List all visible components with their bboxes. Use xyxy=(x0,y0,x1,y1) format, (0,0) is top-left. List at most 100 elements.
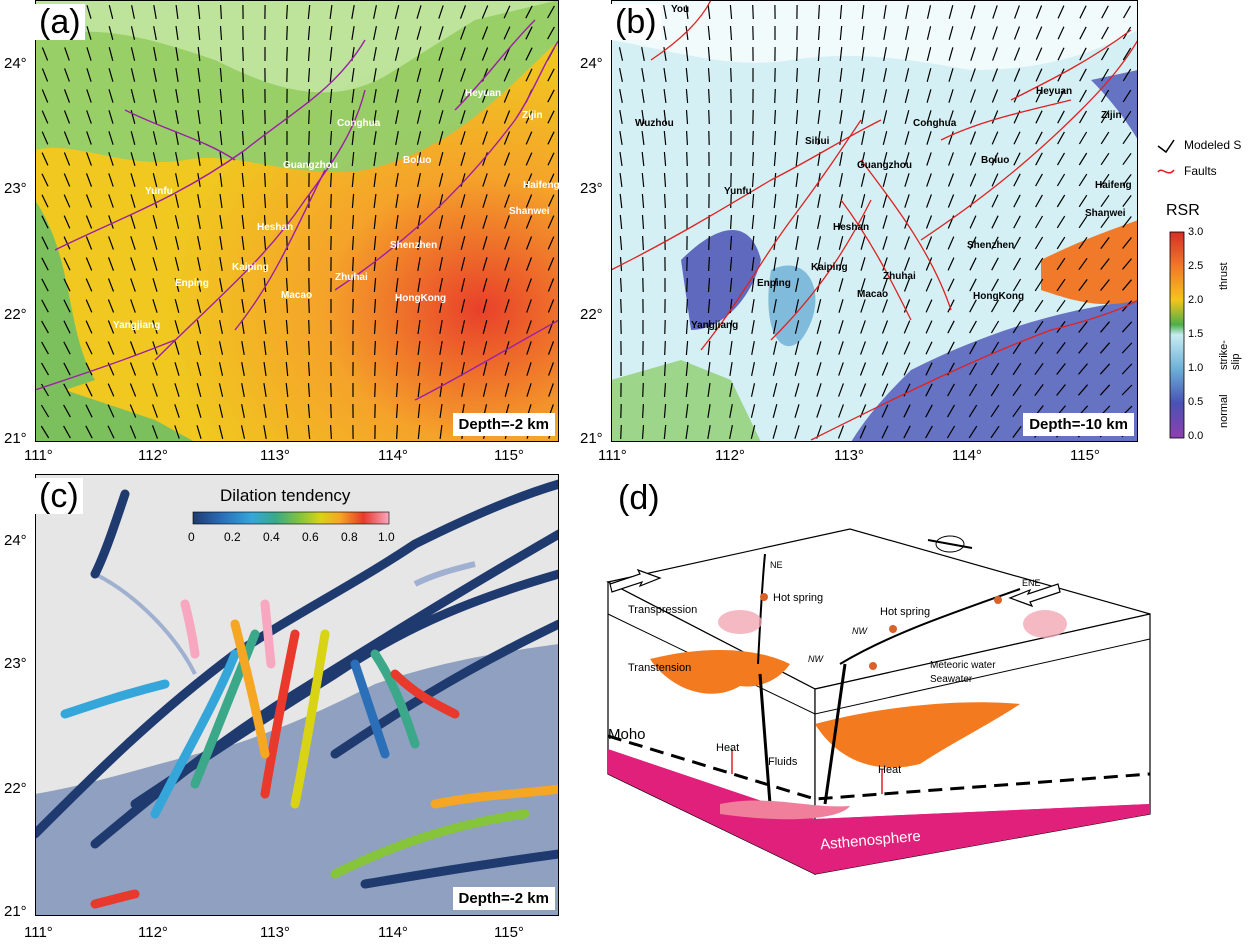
stress-tick xyxy=(904,47,910,61)
stress-tick xyxy=(373,46,377,62)
stress-tick xyxy=(330,424,332,440)
stress-tick xyxy=(991,236,999,250)
stress-tick xyxy=(286,214,288,230)
stress-tick xyxy=(947,278,955,292)
stress-tick xyxy=(925,299,933,313)
stress-tick xyxy=(63,152,71,166)
city-label: Zijin xyxy=(1101,110,1122,121)
stress-tick xyxy=(547,299,555,313)
stress-tick xyxy=(438,131,444,145)
stress-tick xyxy=(1056,257,1066,271)
stress-tick xyxy=(620,277,622,293)
fault-line-icon xyxy=(1157,169,1175,174)
stress-tick xyxy=(460,299,466,313)
stress-tick xyxy=(903,404,911,418)
stress-tick xyxy=(903,362,911,376)
stress-tick xyxy=(773,257,777,271)
stress-tick xyxy=(794,404,800,418)
stress-tick xyxy=(286,25,288,41)
stress-tick xyxy=(417,320,421,334)
stress-tick xyxy=(619,67,623,83)
stress-tick xyxy=(219,194,223,208)
stress-tick xyxy=(373,131,377,145)
city-label: You xyxy=(671,4,690,15)
stress-tick xyxy=(85,236,93,250)
stress-tick xyxy=(525,68,533,82)
stress-tick xyxy=(153,89,157,103)
stress-tick xyxy=(925,362,933,376)
stress-tick xyxy=(395,215,399,229)
lon-label: 115° xyxy=(494,447,524,464)
stress-tick xyxy=(883,67,887,83)
stress-tick xyxy=(707,383,711,397)
stress-tick xyxy=(395,151,399,167)
stress-tick xyxy=(242,67,244,83)
stress-tick xyxy=(40,425,50,439)
stress-tick xyxy=(1100,194,1110,208)
stress-tick xyxy=(752,151,754,167)
stress-tick xyxy=(373,88,377,104)
stress-tick xyxy=(925,341,933,355)
stress-tick xyxy=(860,299,866,313)
stress-tick xyxy=(1078,194,1088,208)
stress-tick xyxy=(751,340,755,356)
stress-tick xyxy=(242,46,244,62)
stress-tick xyxy=(503,68,511,82)
stress-tick xyxy=(503,173,511,187)
stress-tick xyxy=(1122,110,1132,124)
stress-tick xyxy=(108,236,114,250)
stress-tick xyxy=(969,341,977,355)
stress-tick xyxy=(63,131,71,145)
stress-tick xyxy=(1056,236,1066,250)
stress-tick xyxy=(460,320,466,334)
stress-tick xyxy=(1078,110,1088,124)
stress-tick xyxy=(196,425,202,439)
stress-tick xyxy=(218,341,224,355)
stress-tick xyxy=(482,173,488,187)
stress-tick xyxy=(85,320,93,334)
stress-tick xyxy=(218,425,224,439)
stress-tick xyxy=(707,340,711,356)
stress-tick xyxy=(1013,47,1021,61)
stress-tick xyxy=(503,110,511,124)
stress-tick xyxy=(504,278,510,292)
stress-tick xyxy=(130,299,136,313)
stress-tick xyxy=(131,5,135,19)
stress-tick xyxy=(416,89,422,103)
stress-tick xyxy=(352,256,354,272)
stress-tick xyxy=(817,152,821,166)
stress-tick xyxy=(685,382,689,398)
stress-tick xyxy=(1100,237,1110,249)
stress-tick xyxy=(547,5,555,19)
stress-tick xyxy=(860,215,866,229)
stress-tick xyxy=(1122,258,1132,270)
stress-tick xyxy=(903,320,911,334)
stress-tick xyxy=(460,152,466,166)
stress-tick xyxy=(351,110,355,124)
stress-tick xyxy=(881,425,889,439)
stress-tick xyxy=(685,361,689,377)
dilation-tick: 1.0 xyxy=(378,530,395,544)
stress-tick xyxy=(729,320,733,334)
stress-tick xyxy=(1122,195,1132,207)
stress-tick xyxy=(1056,215,1066,229)
stress-tick xyxy=(1013,194,1021,208)
stress-tick xyxy=(969,320,977,334)
stress-tick xyxy=(619,152,623,166)
stress-tick xyxy=(108,26,114,40)
depth-label-a: Depth=-2 km xyxy=(452,413,555,436)
stress-tick xyxy=(859,425,867,439)
compass-icon xyxy=(927,535,973,553)
stress-tick xyxy=(416,26,422,40)
stress-tick xyxy=(969,257,977,271)
heat-label: Heat xyxy=(716,742,740,754)
stress-tick xyxy=(730,193,732,209)
stress-tick xyxy=(969,173,977,187)
stress-tick xyxy=(175,47,179,61)
lat-label: 22° xyxy=(4,780,27,797)
stress-tick xyxy=(1100,300,1110,312)
stress-tick xyxy=(925,404,933,418)
stress-tick xyxy=(904,173,910,187)
stress-tick xyxy=(926,110,932,124)
stress-tick xyxy=(416,152,422,166)
